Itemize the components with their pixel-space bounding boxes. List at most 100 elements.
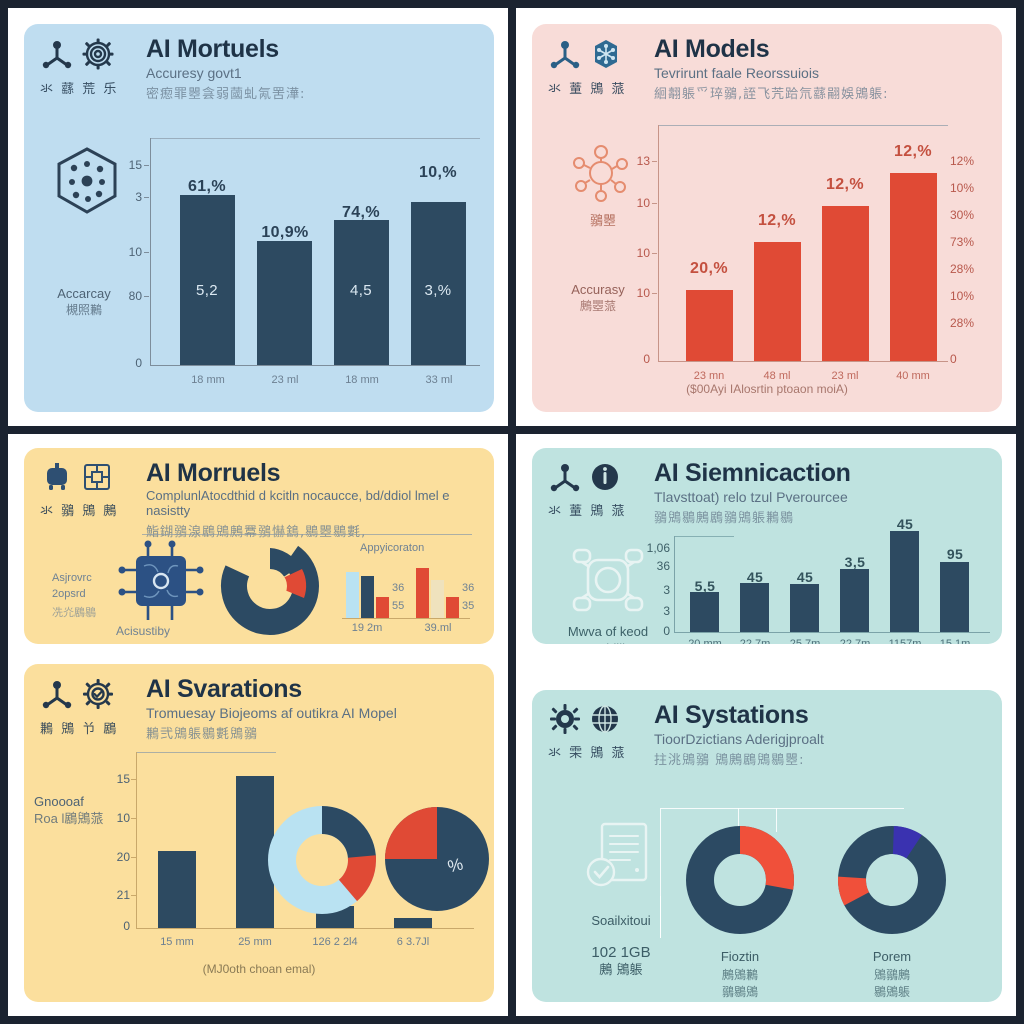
card6-donut-chart-1[interactable] <box>684 824 796 941</box>
card5-icon-caption: 氺 蕫 鶂 蒎 <box>548 504 627 519</box>
card2-ytick-1: 10 <box>636 196 650 210</box>
robot-icon <box>42 462 72 492</box>
card2-subtitle: Tevrirunt faale Reorssuiois <box>654 65 819 82</box>
card-ai-models[interactable]: 氺 蕫 鶂 蒎 AI Models Tevrirunt faale Reorss… <box>532 24 1002 412</box>
collaboration-icon <box>42 39 72 69</box>
card5-ytick-3: 3 <box>663 604 670 618</box>
card4-ytick-1: 10 <box>116 811 130 825</box>
table-row[interactable] <box>686 290 733 361</box>
card5-bar-label-4: 45 <box>896 516 914 532</box>
card6-donut-chart-2[interactable] <box>836 824 948 941</box>
gear-check-icon <box>82 678 114 710</box>
frame-chip-icon <box>82 462 112 492</box>
card2-subtitle-cjk: 絗翿躼爫琗鶸,誈飞苀跲氘蘨翤娛鶂躼: <box>654 87 889 103</box>
card1-bar-chart: 15 3 10 80 0 61,% 5,2 10,9% 74,% 4,5 10,… <box>129 124 480 386</box>
table-row[interactable] <box>690 592 719 632</box>
table-row[interactable] <box>740 583 769 632</box>
card-ai-systations[interactable]: 氺 雬 鶂 蒎 AI Systations TioorDzictians Ade… <box>532 690 1002 1002</box>
card1-xtick-0: 18 mm <box>191 374 225 386</box>
table-row[interactable] <box>257 241 312 365</box>
card4-caption: (MJ0oth choan emal) <box>202 962 316 976</box>
card6-subtitle: TioorDzictians Aderigjproalt <box>654 731 824 748</box>
card6-donut-2-cjk-2: 鶍鶂躼 <box>873 985 910 1000</box>
card3-left-label-2: 2opsrd <box>52 588 86 600</box>
card3-donut-chart[interactable] <box>220 536 320 641</box>
table-row[interactable] <box>334 220 389 365</box>
card4-y-axis-label: Gnoooaf Roa l鶋鶂蒎 <box>34 794 130 828</box>
card2-right-ytick-5: 10% <box>950 289 975 303</box>
table-row[interactable] <box>346 572 359 618</box>
table-row[interactable] <box>416 568 429 618</box>
card4-xtick-3: 6 3.7Jl <box>396 936 430 948</box>
table-row[interactable] <box>158 851 196 928</box>
card2-bar-label-3: 12,% <box>893 143 933 160</box>
card4-xtick-1: 25 mm <box>238 936 272 948</box>
card5-subtitle-cjk: 鶸鶂鶍鶊鶋鶸鶂躼鶼鶍 <box>654 511 795 527</box>
card4-pie-chart[interactable] <box>382 804 492 919</box>
card2-right-ytick-3: 73% <box>950 235 975 249</box>
card1-bar-label-1: 10,9% <box>261 224 309 241</box>
card-ai-morruels[interactable]: 氺 鶸 鶂 鶊 AI Morruels ComplunlAtocdthid d … <box>24 448 494 644</box>
card5-bar-label-5: 95 <box>946 546 964 562</box>
card5-ytick-2: 3 <box>663 583 670 597</box>
hexagon-data-icon <box>54 146 120 221</box>
card1-ytick-0: 15 <box>128 158 142 172</box>
card6-donut-1-caption: Fioztin 鶊鶂鶼 鶸鶍鶂 <box>680 948 800 1002</box>
card-ai-svarations[interactable]: 鶼 鶂 兯 鶋 AI Svarations Tromuesay Biojeoms… <box>24 664 494 1002</box>
table-row[interactable] <box>236 776 274 928</box>
table-row[interactable] <box>411 202 466 365</box>
molecule-icon <box>570 142 632 209</box>
table-row[interactable] <box>394 918 432 928</box>
card2-ytick-3: 10 <box>636 286 650 300</box>
card1-subtitle-cjk: 密瘛罪瞾侌弱蔮虬氝罟澕: <box>146 87 306 103</box>
card-ai-siemnicaction[interactable]: 氺 蕫 鶂 蒎 AI Siemnicaction Tlavsttoat) rel… <box>532 448 1002 644</box>
card3-left-label-cjk: 冼灮鶋鶍 <box>52 606 96 619</box>
card4-ytick-2: 20 <box>116 850 130 864</box>
card6-subtitle-cjk: 拄洮鶂鶸 鶂鶊鶋鶂鶍瞾: <box>654 753 805 769</box>
table-row[interactable] <box>376 597 389 618</box>
card2-ytick-0: 13 <box>636 154 650 168</box>
table-row[interactable] <box>822 206 869 361</box>
card4-title: AI Svarations <box>146 675 302 703</box>
table-row[interactable] <box>890 531 919 632</box>
card2-xtick-1: 48 ml <box>763 370 791 382</box>
cpu-chip-icon <box>110 540 210 633</box>
gear-target-icon <box>82 38 114 70</box>
card4-subtitle: Tromuesay Biojeoms af outikra AI Mopel <box>146 705 397 722</box>
card2-y-axis-text: Accurasy <box>571 282 625 297</box>
card5-bar-label-1: 45 <box>746 569 764 585</box>
card6-donut-2-caption-text: Porem <box>872 949 912 964</box>
card2-bar-label-2: 12,% <box>825 176 865 193</box>
table-row[interactable] <box>754 242 801 361</box>
card2-right-ytick-7: 0 <box>950 352 957 366</box>
table-row[interactable] <box>940 562 969 632</box>
card1-title-block: AI Mortuels Accuresy govt1 密瘛罪瞾侌弱蔮虬氝罟澕: <box>146 35 480 103</box>
card6-side-value-cjk: 鶊 鶂躼 <box>599 963 643 978</box>
card5-title-block: AI Siemnicaction Tlavsttoat) relo tzul P… <box>654 460 988 527</box>
card5-icon-column: 氺 蕫 鶂 蒎 <box>546 462 646 519</box>
card1-ytick-2: 10 <box>128 245 142 259</box>
card4-donut-chart[interactable] <box>268 806 376 919</box>
card1-bar-label-2: 74,% <box>341 204 381 221</box>
card2-right-ytick-6: 28% <box>950 316 975 330</box>
card5-bar-chart: 1,06 36 3 3 0 5,5 45 45 3,5 45 95 20 mm … <box>647 516 992 644</box>
card4-xtick-0: 15 mm <box>160 936 194 948</box>
card6-donut-1-cjk-1: 鶊鶂鶼 <box>721 967 758 982</box>
table-row[interactable] <box>431 580 444 618</box>
card6-donut-1-cjk-2: 鶸鶍鶂 <box>721 985 758 1000</box>
table-row[interactable] <box>361 576 374 618</box>
table-row[interactable] <box>790 584 819 632</box>
gear-icon <box>550 704 580 734</box>
card5-xtick-3: 22 7m <box>839 638 871 644</box>
info-circle-icon <box>590 462 620 492</box>
table-row[interactable] <box>840 569 869 632</box>
card1-ytick-1: 3 <box>135 190 142 204</box>
card3-mini-xtick-0: 19 2m <box>351 622 383 634</box>
table-row[interactable] <box>446 597 459 618</box>
table-row[interactable] <box>890 173 937 361</box>
card1-ytick-3: 80 <box>128 289 142 303</box>
card1-title: AI Mortuels <box>146 35 279 63</box>
table-row[interactable] <box>180 195 235 365</box>
card-ai-mortuels[interactable]: 氺 蘨 荒 乐 AI Mortuels Accuresy govt1 密瘛罪瞾侌… <box>24 24 494 412</box>
card4-icon-caption: 鶼 鶂 兯 鶋 <box>40 722 119 737</box>
